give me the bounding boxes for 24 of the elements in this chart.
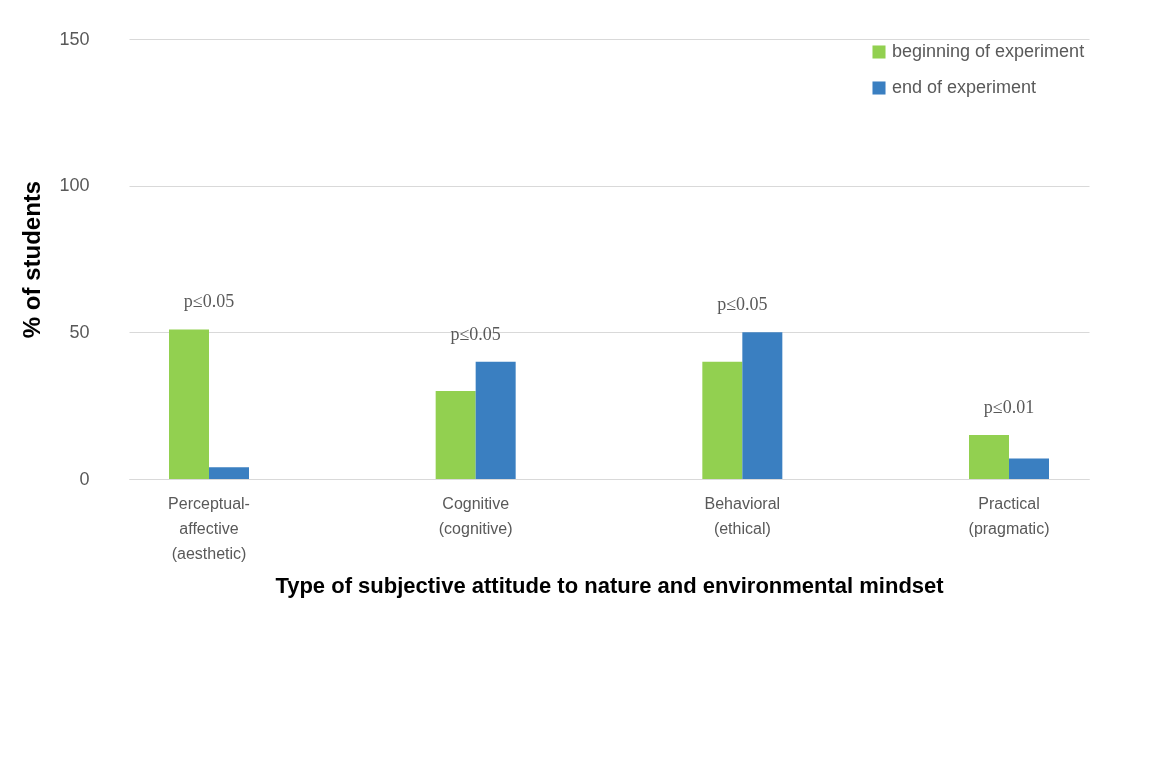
legend-label: beginning of experiment [892, 41, 1085, 61]
bar [742, 332, 783, 479]
y-tick-label: 0 [79, 468, 90, 489]
annotation: p≤0.05 [183, 291, 235, 312]
legend-label: end of experiment [892, 77, 1037, 97]
bar [209, 467, 249, 479]
bar [475, 361, 516, 479]
annotation: p≤0.05 [717, 294, 768, 315]
x-tick-label: Perceptual-affective (aesthetic) [168, 494, 250, 562]
bar [1009, 458, 1049, 479]
bar [969, 435, 1009, 479]
annotation: p≤0.01 [983, 397, 1035, 417]
y-tick-label: 100 [59, 175, 90, 196]
y-tick-label: 150 [59, 28, 90, 49]
annotation: p≤0.05 [450, 323, 501, 344]
bar [169, 329, 209, 479]
x-axis-title: Type of subjective attitude to nature and environmental mindset [275, 572, 945, 598]
x-tick-label: Practical (pragmatic) [968, 494, 1050, 537]
y-axis-title: % of students [18, 180, 46, 339]
x-tick-label: Cognitive (cognitive) [438, 494, 513, 537]
y-tick-label: 50 [69, 321, 90, 342]
bar [702, 361, 743, 479]
bar [435, 391, 476, 479]
x-tick-label: Behavioral (ethical) [704, 494, 781, 537]
